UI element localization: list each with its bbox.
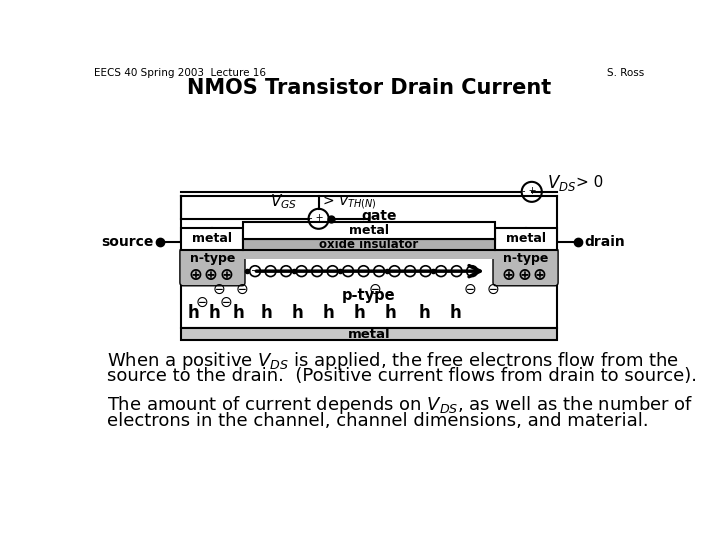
Text: metal: metal xyxy=(348,328,390,341)
Text: −: − xyxy=(375,266,383,276)
Text: h: h xyxy=(419,303,431,322)
Text: −: − xyxy=(297,266,305,276)
Text: ⊖: ⊖ xyxy=(487,282,500,297)
Text: - +: - + xyxy=(309,213,323,223)
FancyBboxPatch shape xyxy=(180,248,245,286)
Bar xyxy=(181,228,243,249)
Text: n-type: n-type xyxy=(503,252,548,265)
Text: ⊖: ⊖ xyxy=(369,282,382,297)
Text: electrons in the channel, channel dimensions, and material.: electrons in the channel, channel dimens… xyxy=(107,412,649,430)
Text: ⊕: ⊕ xyxy=(517,266,531,284)
Text: ⊖: ⊖ xyxy=(464,282,476,297)
Text: When a positive $V_{DS}$ is applied, the free electrons flow from the: When a positive $V_{DS}$ is applied, the… xyxy=(107,350,679,372)
Text: −: − xyxy=(282,266,290,276)
Text: h: h xyxy=(323,303,335,322)
Text: h: h xyxy=(261,303,273,322)
Text: The amount of current depends on $V_{DS}$, as well as the number of: The amount of current depends on $V_{DS}… xyxy=(107,394,693,416)
Text: EECS 40 Spring 2003  Lecture 16: EECS 40 Spring 2003 Lecture 16 xyxy=(94,68,266,78)
Text: ⊕: ⊕ xyxy=(533,266,546,284)
Text: −: − xyxy=(406,266,414,276)
Text: −: − xyxy=(266,266,274,276)
Bar xyxy=(243,249,495,259)
Text: metal: metal xyxy=(349,224,389,237)
Text: n-type: n-type xyxy=(190,252,235,265)
Text: ⊖: ⊖ xyxy=(212,282,225,297)
Text: h: h xyxy=(209,303,220,322)
Text: metal: metal xyxy=(505,232,546,245)
Text: ⊖: ⊖ xyxy=(195,294,208,309)
Text: ⊖: ⊖ xyxy=(220,294,233,309)
Text: oxide insulator: oxide insulator xyxy=(320,238,418,251)
Text: −: − xyxy=(437,266,445,276)
Bar xyxy=(243,239,495,249)
Bar xyxy=(181,328,557,340)
Text: ⊕: ⊕ xyxy=(204,266,218,284)
Text: > $V_{TH(N)}$: > $V_{TH(N)}$ xyxy=(323,193,377,211)
Text: −: − xyxy=(251,266,259,276)
Text: ⊖: ⊖ xyxy=(235,282,248,297)
Text: source: source xyxy=(102,235,153,249)
Text: h: h xyxy=(292,303,304,322)
Text: metal: metal xyxy=(192,232,233,245)
Text: −: − xyxy=(468,266,476,276)
Text: h: h xyxy=(354,303,366,322)
Text: p-type: p-type xyxy=(342,287,396,302)
Bar xyxy=(181,249,557,328)
Text: gate: gate xyxy=(361,210,397,224)
Text: −: − xyxy=(390,266,399,276)
Text: −: − xyxy=(344,266,352,276)
Text: - +: - + xyxy=(522,186,536,196)
Text: h: h xyxy=(187,303,199,322)
Text: ⊕: ⊕ xyxy=(189,266,202,284)
FancyBboxPatch shape xyxy=(493,248,558,286)
Bar xyxy=(495,228,557,249)
Text: −: − xyxy=(313,266,321,276)
Text: −: − xyxy=(421,266,430,276)
Text: −: − xyxy=(452,266,461,276)
Text: S. Ross: S. Ross xyxy=(607,68,644,78)
Text: h: h xyxy=(232,303,244,322)
Text: NMOS Transistor Drain Current: NMOS Transistor Drain Current xyxy=(187,78,551,98)
Text: $V_{DS}$: $V_{DS}$ xyxy=(547,173,577,193)
Text: > 0: > 0 xyxy=(576,175,603,190)
Text: ⊕: ⊕ xyxy=(502,266,516,284)
Text: drain: drain xyxy=(585,235,625,249)
Text: −: − xyxy=(359,266,368,276)
Text: $V_{GS}$: $V_{GS}$ xyxy=(270,192,297,211)
Text: −: − xyxy=(328,266,337,276)
Text: ⊕: ⊕ xyxy=(220,266,233,284)
Text: h: h xyxy=(450,303,462,322)
Text: source to the drain.  (Positive current flows from drain to source).: source to the drain. (Positive current f… xyxy=(107,367,697,386)
Bar xyxy=(243,222,495,239)
Text: h: h xyxy=(384,303,397,322)
